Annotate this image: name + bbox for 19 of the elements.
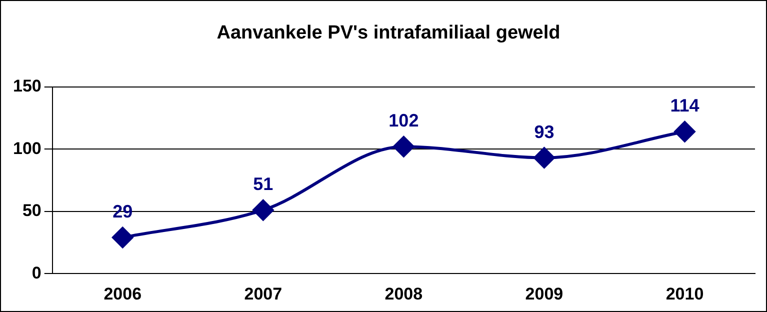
- x-tick-label: 2008: [384, 284, 423, 304]
- point: [252, 200, 274, 221]
- y-tick-label: 50: [22, 201, 42, 220]
- y-tick-label: 0: [32, 263, 42, 282]
- y-tick-label: 150: [12, 76, 42, 96]
- data-label: 93: [534, 122, 554, 142]
- point: [393, 136, 414, 158]
- y-tick-label: 100: [12, 138, 42, 158]
- data-label: 51: [253, 174, 274, 194]
- point: [674, 121, 696, 142]
- data-label: 114: [670, 96, 700, 116]
- x-tick-label: 2007: [244, 284, 282, 304]
- point: [112, 226, 134, 248]
- data-label: 102: [388, 110, 419, 131]
- point: [534, 147, 555, 168]
- x-tick-label: 2010: [666, 284, 704, 304]
- x-tick-label: 2006: [104, 284, 142, 304]
- x-tick-label: 2009: [525, 284, 564, 304]
- chart-title: Aanvankele PV's intrafamiliaal geweld: [216, 22, 560, 44]
